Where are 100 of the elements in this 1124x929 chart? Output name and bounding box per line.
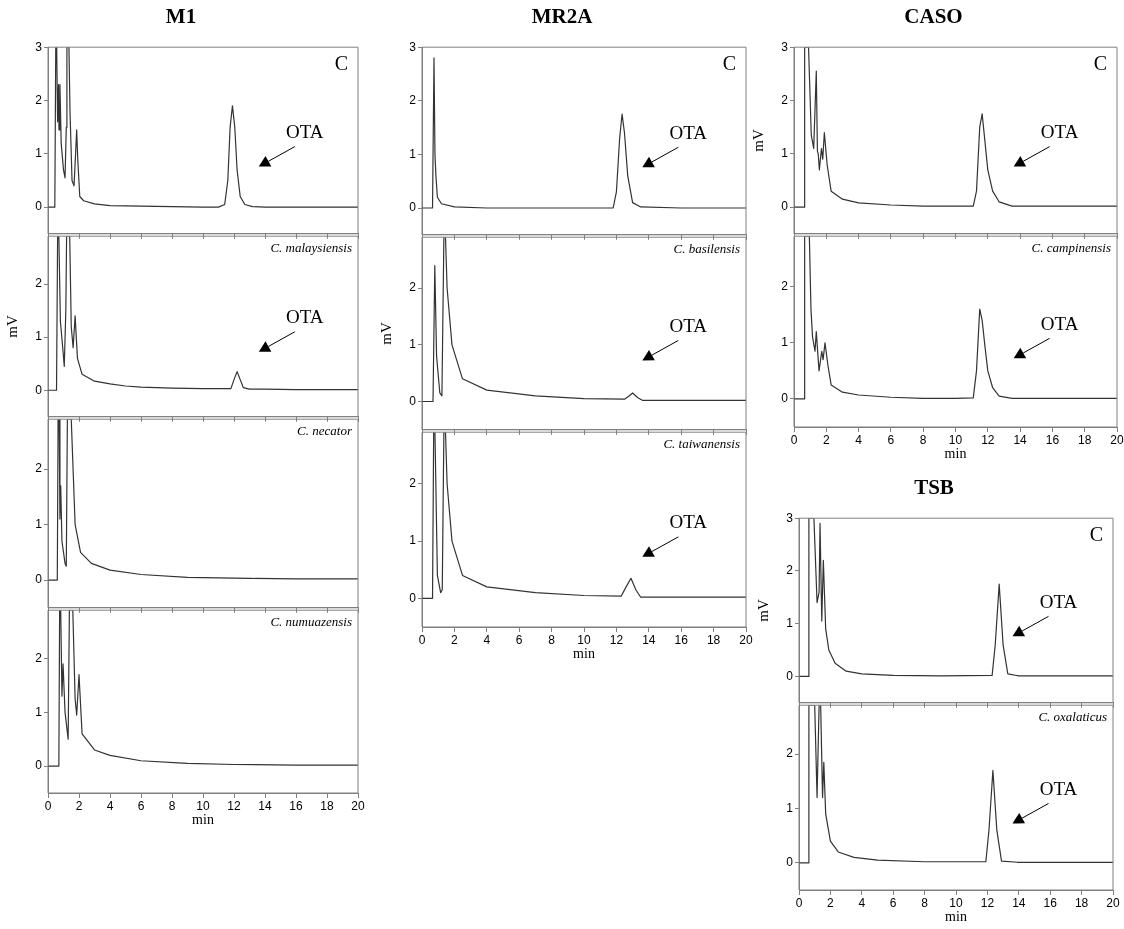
- x-tick-label: 20: [739, 632, 753, 647]
- chart-subtitle: C. malaysiensis: [270, 240, 352, 256]
- x-tick-label: 2: [827, 895, 835, 910]
- x-tick-label: 12: [980, 895, 995, 910]
- y-tick-label: 0: [786, 855, 794, 870]
- annotation: OTA: [1039, 590, 1078, 612]
- chart-title: TSB: [914, 475, 954, 500]
- x-tick-label: 6: [887, 432, 895, 447]
- annotation: OTA: [1040, 312, 1079, 334]
- y-tick-label: 3: [781, 39, 789, 54]
- x-axis-title: min: [192, 812, 214, 828]
- x-tick-label: 8: [919, 432, 927, 447]
- x-tick-label: 8: [548, 632, 556, 647]
- y-axis-title: mV: [377, 322, 394, 345]
- x-tick-label: 20: [351, 798, 365, 813]
- x-tick-label: 16: [289, 798, 303, 813]
- x-tick-label: 6: [889, 895, 897, 910]
- y-tick-label: 2: [781, 279, 789, 294]
- y-tick-label: 0: [409, 200, 417, 215]
- chart-subtitle: C: [1093, 52, 1107, 75]
- x-tick-label: 18: [706, 632, 721, 647]
- x-tick-label: 10: [577, 632, 591, 647]
- y-tick-label: 2: [786, 563, 794, 578]
- chart-subtitle: C. oxalaticus: [1038, 709, 1107, 725]
- annotation: OTA: [669, 511, 708, 533]
- x-tick-label: 12: [609, 632, 624, 647]
- x-tick-label: 10: [948, 432, 963, 447]
- chart-subtitle: C: [1089, 523, 1103, 546]
- annotation: OTA: [669, 314, 708, 336]
- x-tick-label: 6: [515, 632, 523, 647]
- y-tick-label: 1: [35, 329, 43, 344]
- y-tick-label: 0: [35, 382, 43, 397]
- y-tick-label: 0: [409, 393, 417, 408]
- y-tick-label: 0: [781, 391, 789, 406]
- x-tick-label: 10: [196, 798, 210, 813]
- y-tick-label: 2: [409, 280, 417, 295]
- y-tick-label: 2: [35, 276, 43, 291]
- x-tick-label: 8: [168, 798, 176, 813]
- y-tick-label: 1: [409, 533, 417, 548]
- x-tick-label: 10: [949, 895, 963, 910]
- x-tick-label: 4: [483, 632, 491, 647]
- y-axis-title: mV: [3, 315, 20, 338]
- y-tick-label: 0: [786, 668, 794, 683]
- x-tick-label: 16: [1045, 432, 1060, 447]
- x-tick-label: 2: [822, 432, 830, 447]
- x-tick-label: 4: [858, 895, 866, 910]
- y-tick-label: 1: [786, 800, 794, 815]
- x-tick-label: 20: [1106, 895, 1120, 910]
- chart-subtitle: C: [334, 52, 348, 75]
- y-tick-label: 2: [786, 746, 794, 761]
- chart-subtitle: C. campinensis: [1031, 240, 1111, 256]
- y-tick-label: 1: [409, 337, 417, 352]
- y-tick-label: 0: [35, 572, 43, 587]
- y-tick-label: 2: [409, 93, 417, 108]
- y-axis-title: mV: [749, 129, 766, 152]
- chart-subtitle: C: [722, 52, 736, 75]
- y-tick-label: 1: [409, 146, 417, 161]
- x-tick-label: 2: [451, 632, 459, 647]
- y-tick-label: 3: [786, 510, 794, 525]
- x-tick-label: 14: [1012, 895, 1026, 910]
- chart-title: CASO: [904, 4, 963, 29]
- y-tick-label: 0: [409, 590, 417, 605]
- x-axis-title: min: [944, 446, 967, 462]
- chart-title: MR2A: [531, 4, 594, 29]
- y-tick-label: 1: [35, 704, 43, 719]
- x-tick-label: 16: [674, 632, 689, 647]
- y-tick-label: 3: [35, 39, 43, 54]
- y-tick-label: 1: [781, 146, 789, 161]
- chart-subtitle: C. necator: [297, 423, 353, 439]
- x-tick-label: 18: [1074, 895, 1089, 910]
- y-tick-label: 2: [35, 92, 43, 107]
- y-tick-label: 1: [35, 146, 43, 161]
- x-axis-title: min: [573, 646, 595, 662]
- chart-subtitle: C. taiwanensis: [663, 436, 740, 452]
- y-tick-label: 0: [35, 199, 43, 214]
- x-tick-label: 16: [1043, 895, 1058, 910]
- annotation: OTA: [669, 121, 708, 143]
- x-tick-label: 12: [227, 798, 241, 813]
- y-tick-label: 0: [35, 758, 43, 773]
- y-tick-label: 0: [781, 199, 789, 214]
- x-tick-label: 14: [258, 798, 272, 813]
- x-tick-label: 12: [981, 432, 995, 447]
- x-tick-label: 20: [1110, 432, 1124, 447]
- annotation: OTA: [1039, 777, 1078, 799]
- x-tick-label: 6: [137, 798, 145, 813]
- x-tick-label: 4: [106, 798, 114, 813]
- x-tick-label: 14: [1013, 432, 1028, 447]
- x-tick-label: 2: [75, 798, 83, 813]
- y-tick-label: 2: [781, 92, 789, 107]
- x-tick-label: 18: [320, 798, 334, 813]
- y-tick-label: 2: [35, 461, 43, 476]
- y-tick-label: 3: [409, 39, 417, 54]
- y-tick-label: 1: [786, 616, 794, 630]
- y-axis-title: mV: [754, 599, 771, 622]
- y-tick-label: 2: [409, 476, 417, 491]
- chart-subtitle: C. basilensis: [673, 241, 740, 257]
- x-tick-label: 8: [921, 895, 929, 910]
- y-tick-label: 2: [35, 650, 43, 665]
- x-axis-title: min: [945, 909, 967, 925]
- y-tick-label: 1: [781, 335, 789, 350]
